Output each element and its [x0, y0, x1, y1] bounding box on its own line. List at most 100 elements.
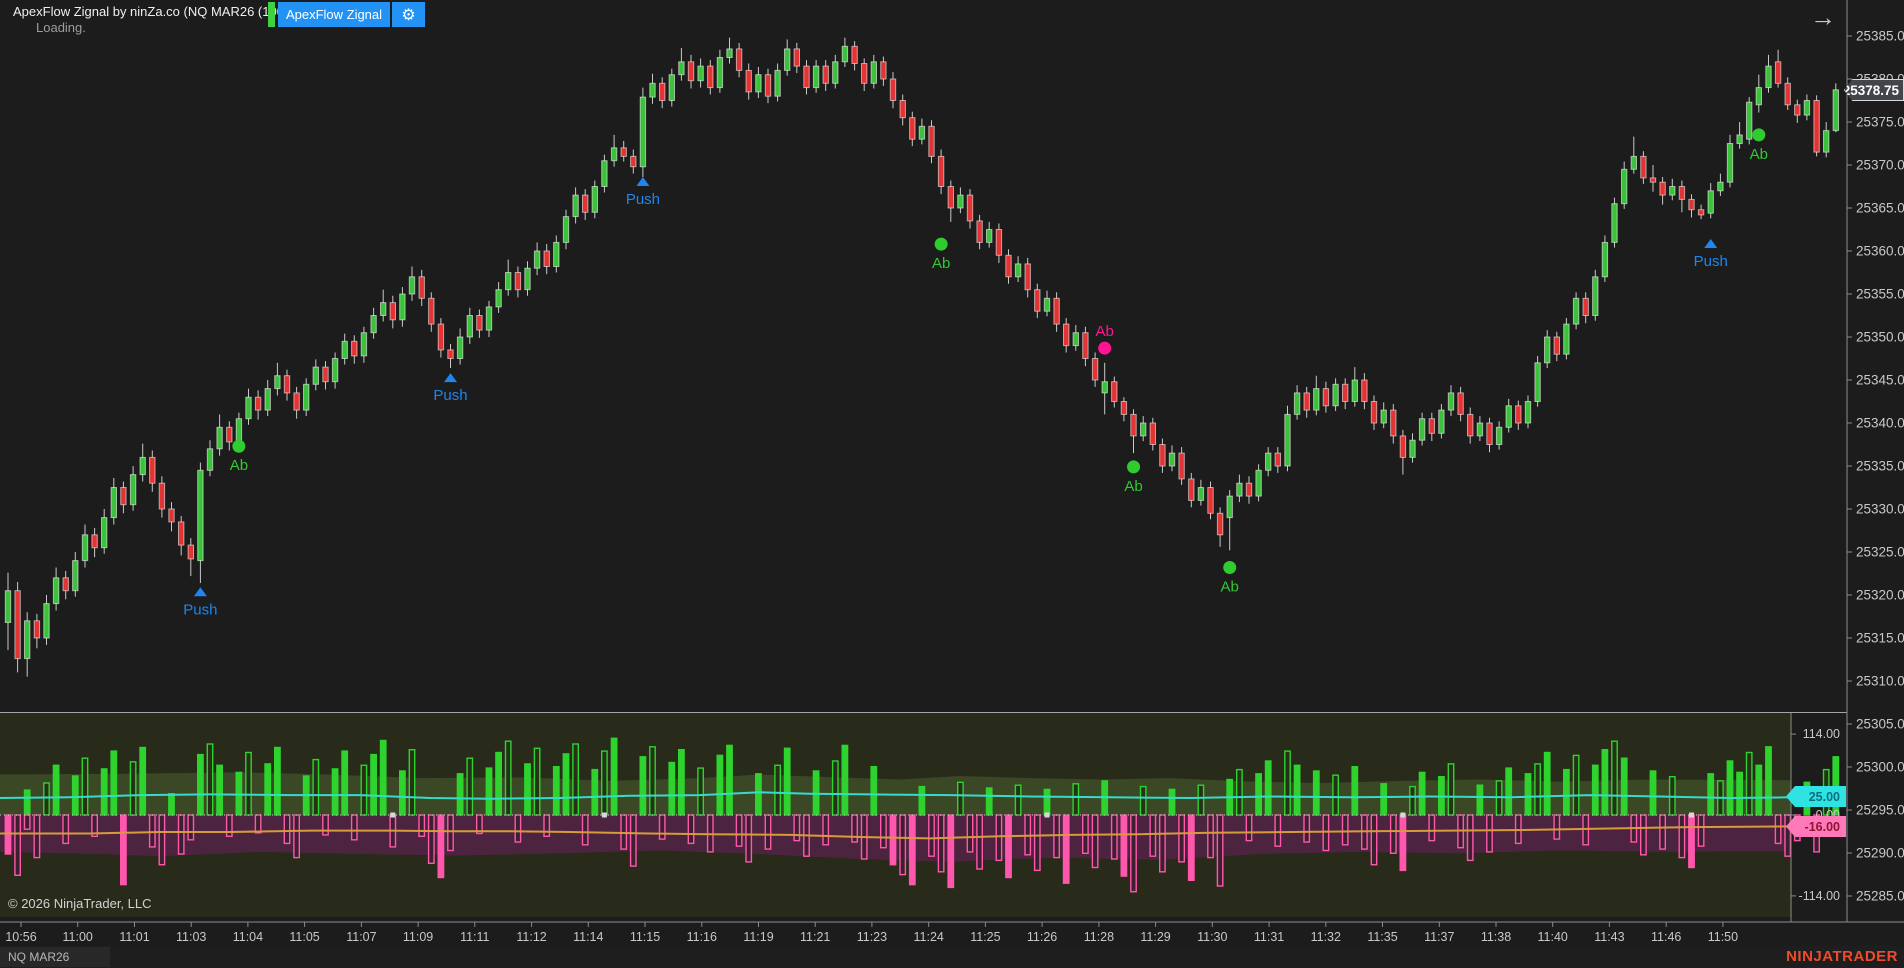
- candle-body: [582, 194, 589, 213]
- candle-body: [485, 306, 493, 331]
- indicator-bar: [928, 814, 935, 857]
- time-axis-label: 11:09: [403, 930, 433, 944]
- candle-body: [909, 117, 916, 140]
- gear-icon[interactable]: ⚙: [392, 2, 425, 27]
- indicator-bar: [341, 750, 349, 816]
- indicator-bar: [148, 814, 156, 848]
- indicator-bar: [264, 763, 272, 816]
- indicator-bar: [1351, 766, 1359, 816]
- indicator-bar: [581, 814, 589, 846]
- candle-body: [995, 229, 1003, 256]
- candle-body: [1188, 478, 1195, 501]
- indicator-bar: [312, 758, 320, 816]
- indicator-bar: [793, 814, 801, 842]
- indicator-bar: [225, 814, 233, 837]
- candle-body: [1024, 263, 1031, 291]
- indicator-bar: [1534, 763, 1542, 816]
- price-axis-label: 25340.00: [1856, 416, 1904, 431]
- candle-body: [33, 620, 41, 639]
- indicator-bar: [1255, 773, 1263, 816]
- candle-body: [1149, 422, 1156, 445]
- indicator-bar: [514, 814, 522, 843]
- candle-body: [1457, 392, 1464, 415]
- candle-body: [620, 147, 627, 157]
- price-axis-label: 25375.00: [1856, 115, 1904, 130]
- candle-body: [812, 65, 820, 89]
- indicator-bar: [1168, 788, 1176, 816]
- candle-body: [639, 96, 647, 168]
- candle-body: [918, 125, 926, 140]
- indicator-bar: [1332, 774, 1340, 816]
- indicator-bar: [504, 740, 512, 816]
- indicator-bar: [1053, 814, 1061, 859]
- push-triangle-icon: [444, 373, 458, 383]
- indicator-bar: [755, 773, 762, 816]
- candle-body: [1544, 336, 1551, 364]
- time-axis-label: 11:35: [1367, 930, 1397, 944]
- indicator-bar: [1774, 814, 1782, 845]
- time-axis-label: 10:56: [5, 930, 36, 944]
- indicator-bar: [870, 766, 878, 816]
- pan-right-arrow-icon[interactable]: →: [1810, 2, 1836, 32]
- orange-average-line: [0, 825, 1792, 840]
- time-axis-label: 11:15: [630, 930, 660, 944]
- copyright-text: © 2026 NinjaTrader, LLC: [8, 896, 152, 911]
- candle-body: [1091, 358, 1099, 381]
- indicator-bar: [774, 764, 782, 816]
- candle-body: [1736, 134, 1743, 144]
- candle-body: [1486, 422, 1493, 445]
- candle-body: [158, 482, 166, 510]
- price-axis-label: 25315.00: [1856, 631, 1904, 646]
- bottom-tab-bar: [0, 946, 1904, 968]
- candle-body: [1322, 388, 1330, 407]
- candle-body: [1774, 61, 1782, 84]
- indicator-bar: [427, 814, 435, 864]
- indicator-bar: [735, 814, 743, 847]
- candle-body: [1159, 444, 1166, 467]
- indicator-bar: [1784, 814, 1792, 857]
- candle-body: [553, 241, 560, 267]
- indicator-bar: [331, 768, 339, 816]
- candle-body: [1409, 439, 1416, 458]
- indicator-bar: [1601, 749, 1609, 816]
- indicator-bar: [822, 814, 830, 846]
- time-axis-label: 11:11: [460, 930, 489, 944]
- price-axis-label: 25345.00: [1856, 373, 1904, 388]
- candle-body: [601, 160, 608, 187]
- instrument-tab[interactable]: NQ MAR26: [0, 947, 110, 967]
- indicator-bar: [216, 764, 223, 816]
- indicator-bar: [1120, 814, 1128, 877]
- candle-body: [1697, 209, 1705, 216]
- candle-body: [697, 65, 704, 82]
- indicator-bar: [485, 767, 493, 816]
- candle-body: [139, 456, 146, 476]
- indicator-axis-label: 114.00: [1803, 727, 1840, 741]
- candle-body: [1823, 130, 1830, 153]
- indicator-bar: [985, 787, 993, 816]
- indicator-bar: [649, 746, 656, 816]
- candle-body: [1717, 181, 1724, 192]
- candle-body: [803, 65, 810, 89]
- time-axis-label: 11:12: [516, 930, 546, 944]
- indicator-bar: [1745, 751, 1753, 816]
- candle-body: [187, 544, 195, 560]
- candle-body: [1832, 89, 1839, 132]
- indicator-bar: [1178, 814, 1186, 863]
- candle-body: [1005, 254, 1012, 278]
- indicator-bar: [52, 764, 60, 816]
- indicator-bar: [177, 814, 185, 855]
- candle-body: [129, 474, 137, 506]
- candle-body: [1178, 452, 1185, 480]
- indicator-bar: [841, 744, 849, 816]
- candle-body: [784, 48, 791, 71]
- indicator-bar: [745, 814, 753, 863]
- neutral-marker: [1689, 812, 1694, 818]
- indicator-bar: [764, 814, 772, 850]
- apexflow-zignal-button[interactable]: ApexFlow Zignal: [278, 2, 390, 27]
- indicator-bar: [678, 749, 685, 816]
- indicator-bar: [1014, 784, 1022, 816]
- last-price-marker: 25378.75: [1844, 79, 1904, 101]
- indicator-bar: [976, 814, 984, 870]
- indicator-bar: [1245, 814, 1253, 842]
